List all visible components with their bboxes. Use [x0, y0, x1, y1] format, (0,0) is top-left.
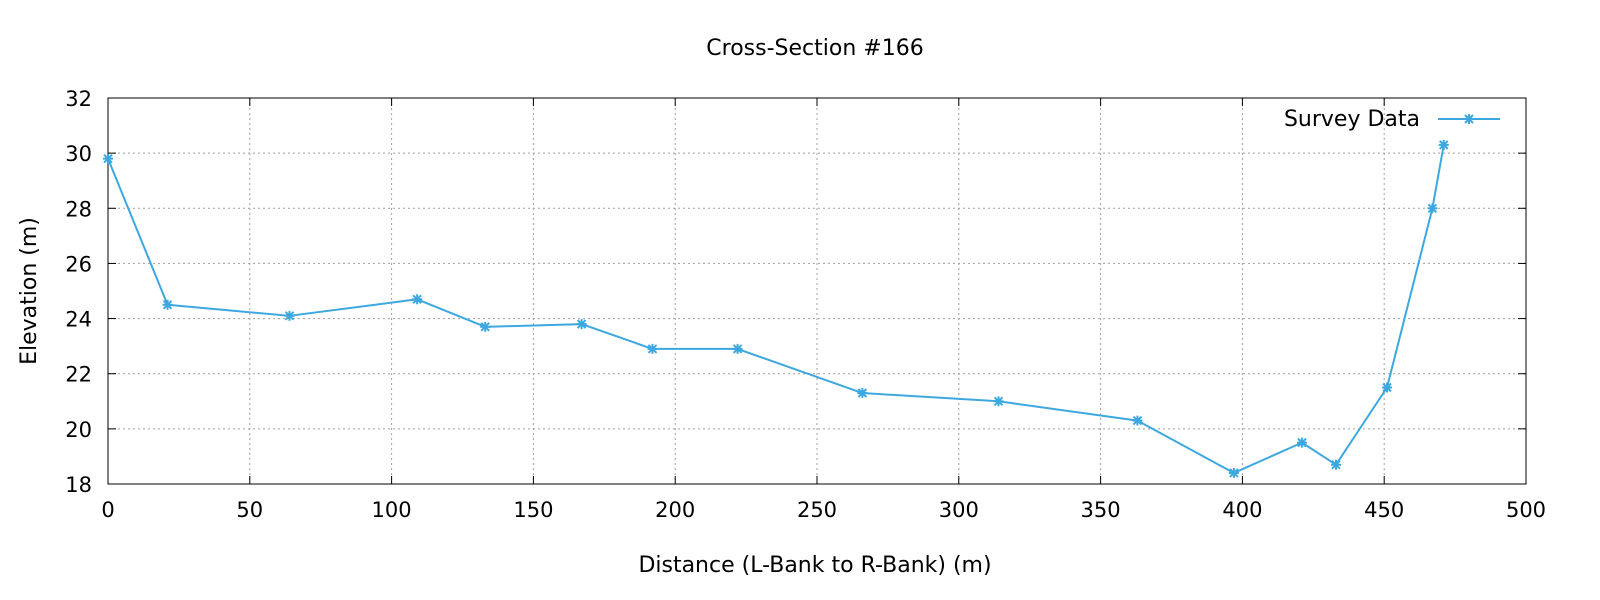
plot-frame — [107, 97, 1527, 485]
x-tick-label: 300 — [939, 498, 979, 522]
x-tick-label: 100 — [372, 498, 412, 522]
data-point — [1464, 114, 1474, 124]
x-axis-label: Distance (L-Bank to R-Bank) (m) — [638, 553, 991, 578]
data-point — [857, 388, 868, 399]
data-point — [162, 299, 173, 310]
chart-title: Cross-Section #166 — [706, 36, 923, 61]
x-tick-label: 450 — [1364, 498, 1404, 522]
data-point — [647, 343, 658, 354]
x-tick-label: 0 — [101, 498, 114, 522]
axis-ticks: 0 50 100 150 200 250 300 350 400 450 500 18 20 22 24 26… — [65, 87, 1546, 522]
grid — [108, 98, 1526, 484]
series-survey-data — [103, 139, 1449, 478]
data-point — [103, 153, 113, 164]
data-point — [284, 310, 295, 321]
x-tick-label: 500 — [1506, 498, 1546, 522]
data-point — [1132, 415, 1143, 426]
data-point — [1330, 459, 1341, 470]
data-point — [480, 321, 491, 332]
data-point — [1296, 437, 1307, 448]
y-tick-label: 20 — [65, 418, 92, 442]
data-point — [732, 343, 743, 354]
data-point — [412, 294, 423, 305]
x-tick-label: 350 — [1081, 498, 1121, 522]
data-point — [1382, 382, 1393, 393]
x-tick-label: 250 — [797, 498, 837, 522]
data-point — [1228, 467, 1239, 478]
y-tick-label: 22 — [65, 363, 92, 387]
legend-label: Survey Data — [1284, 107, 1420, 132]
y-tick-label: 28 — [65, 197, 92, 221]
x-tick-label: 400 — [1222, 498, 1262, 522]
data-point — [576, 319, 587, 330]
y-tick-label: 30 — [65, 142, 92, 166]
y-tick-label: 32 — [65, 87, 92, 111]
y-tick-label: 18 — [65, 473, 92, 497]
legend: Survey Data — [1284, 107, 1500, 132]
data-point — [993, 396, 1004, 407]
series-line — [107, 144, 1445, 474]
y-tick-label: 24 — [65, 308, 92, 332]
data-point — [1427, 203, 1438, 214]
y-tick-label: 26 — [65, 252, 92, 276]
legend-marker — [1464, 114, 1474, 124]
data-point — [1438, 139, 1449, 150]
x-tick-label: 150 — [513, 498, 553, 522]
x-tick-label: 200 — [655, 498, 695, 522]
y-axis-label: Elevation (m) — [17, 217, 42, 365]
x-tick-label: 50 — [236, 498, 263, 522]
